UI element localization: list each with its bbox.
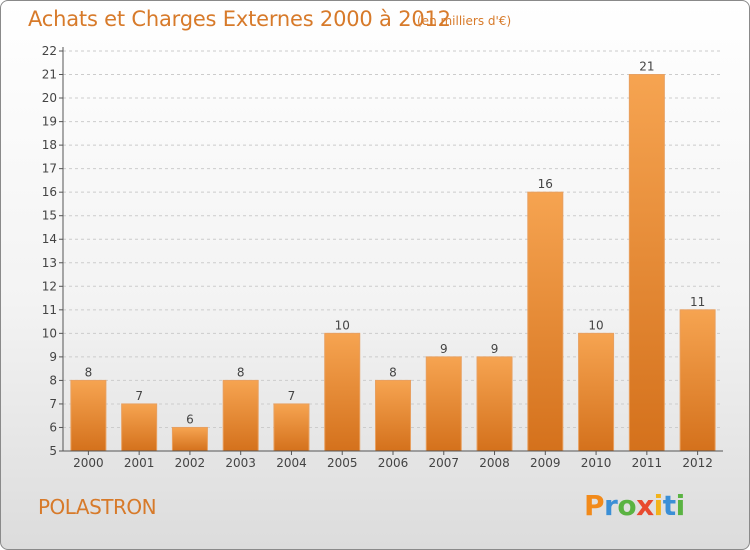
chart-unit-note: (en milliers d'€) — [417, 14, 512, 28]
bar-value-label: 16 — [538, 177, 553, 191]
logo-letter: i — [653, 489, 664, 522]
axes: 5 6 7 8 9 10 11 12 13 14 15 16 17 18 19 20 21 22 2000 2001 2… — [42, 44, 723, 470]
y-tick-label: 16 — [42, 185, 57, 199]
logo-letter: o — [617, 489, 637, 522]
bar-value-label: 8 — [389, 365, 397, 379]
bar — [121, 403, 158, 452]
x-tick-label: 2004 — [276, 456, 307, 470]
bar — [171, 426, 208, 452]
bar-value-label: 11 — [690, 295, 705, 309]
x-tick-label: 2000 — [73, 456, 104, 470]
bar — [222, 379, 259, 452]
bar — [527, 191, 564, 452]
bar-value-label: 8 — [85, 365, 93, 379]
commune-name: POLASTRON — [38, 495, 157, 519]
x-tick-label: 2009 — [530, 456, 561, 470]
bar-value-label: 8 — [237, 365, 245, 379]
bar-value-label: 10 — [335, 318, 350, 332]
y-tick-label: 7 — [49, 397, 57, 411]
bar-value-label: 21 — [639, 60, 654, 74]
chart-title: Achats et Charges Externes 2000 à 2012 — [28, 7, 451, 31]
x-tick-label: 2003 — [225, 456, 256, 470]
y-tick-label: 13 — [42, 256, 57, 270]
x-tick-label: 2006 — [378, 456, 409, 470]
logo-letter: P — [584, 489, 605, 522]
y-tick-label: 18 — [42, 138, 57, 152]
y-tick-label: 22 — [42, 44, 57, 58]
bar — [273, 403, 310, 452]
y-tick-label: 19 — [42, 115, 57, 129]
x-tick-label: 2001 — [124, 456, 155, 470]
logo-letter: t — [662, 489, 676, 522]
bar-value-label: 10 — [588, 318, 603, 332]
bar — [375, 379, 411, 452]
x-tick-label: 2011 — [632, 456, 663, 470]
bar-value-label: 9 — [491, 342, 499, 356]
y-tick-label: 5 — [49, 444, 57, 458]
bar-value-label: 9 — [440, 342, 448, 356]
y-tick-label: 11 — [42, 303, 57, 317]
y-tick-label: 14 — [42, 232, 57, 246]
logo-letter: x — [636, 489, 654, 522]
logo-letter: r — [604, 489, 618, 522]
y-tick-label: 8 — [49, 373, 57, 387]
bar — [679, 309, 716, 452]
bar-value-label: 7 — [288, 389, 296, 403]
bar — [476, 356, 513, 452]
bar — [628, 74, 665, 452]
proxiti-logo[interactable]: Proxiti — [584, 489, 685, 522]
bar — [70, 379, 107, 452]
y-tick-label: 21 — [42, 68, 57, 82]
bar-value-label: 7 — [135, 389, 143, 403]
bar — [425, 356, 462, 452]
bar — [578, 332, 615, 452]
y-tick-label: 10 — [42, 326, 57, 340]
x-tick-label: 2012 — [682, 456, 713, 470]
y-tick-label: 12 — [42, 279, 57, 293]
bars: 8 7 6 8 7 10 8 9 9 16 10 21 11 — [70, 60, 716, 452]
x-tick-label: 2005 — [327, 456, 358, 470]
bar-value-label: 6 — [186, 412, 194, 426]
x-tick-label: 2008 — [479, 456, 510, 470]
x-tick-label: 2007 — [428, 456, 459, 470]
x-tick-label: 2010 — [581, 456, 612, 470]
bar — [324, 332, 361, 452]
y-tick-label: 17 — [42, 162, 57, 176]
x-tick-label: 2002 — [175, 456, 206, 470]
logo-letter: i — [675, 489, 686, 522]
y-tick-label: 20 — [42, 91, 57, 105]
y-tick-label: 15 — [42, 209, 57, 223]
y-tick-label: 6 — [49, 420, 57, 434]
y-tick-label: 9 — [49, 350, 57, 364]
